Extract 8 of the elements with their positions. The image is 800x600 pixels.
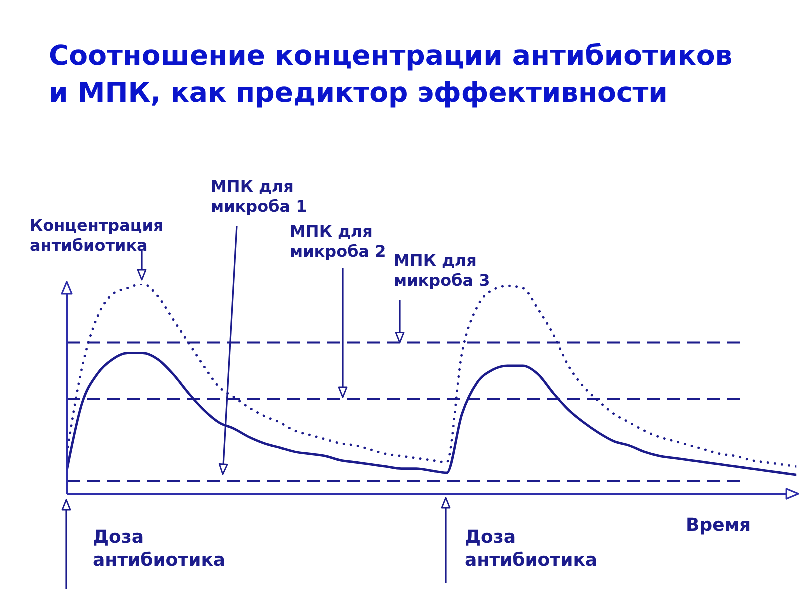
x-axis-title: Время bbox=[686, 515, 752, 536]
ref-line-label: МПК для микроба 1 bbox=[211, 177, 308, 217]
ref-line-label: МПК для микроба 3 bbox=[394, 251, 492, 291]
y-axis-title: Концентрация антибиотика bbox=[30, 216, 165, 256]
text: Доза антибиотика bbox=[465, 526, 599, 572]
chart-title: Соотношение концентрации антибиотиков и МПК, как предиктор эффективности bbox=[49, 39, 734, 111]
ref-line-label: МПК для микроба 2 bbox=[290, 222, 386, 261]
text: Доза антибиотика bbox=[93, 526, 227, 572]
